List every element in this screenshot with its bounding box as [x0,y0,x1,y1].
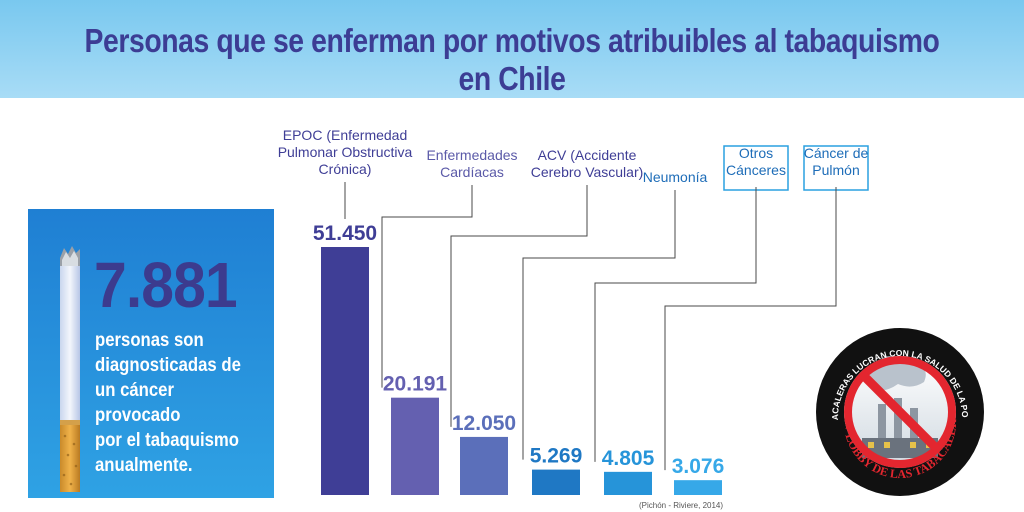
data-label: 20.191 [383,373,448,396]
category-label: Neumonía [643,169,708,185]
connector-line [594,187,757,462]
category-label-box [803,145,869,191]
page-title: Personas que se enferman por motivos atr… [84,22,940,97]
bar [321,247,369,495]
callout-text-line: por el tabaquismo [95,430,240,451]
connector-line [664,187,837,471]
bar [460,436,508,495]
callout-text: personas son diagnosticadas de un cáncer… [95,328,253,478]
data-label: 5.269 [530,445,583,468]
connector-line [522,190,676,460]
data-label: 3.076 [672,455,725,478]
cigarette-icon [60,246,80,492]
category-label: ACV (Accidente Cerebro Vascular) [531,147,644,180]
data-label: 51.450 [313,222,377,245]
connector-line [381,185,473,388]
callout-text-line: anualmente. [95,455,193,476]
callout-text-line: un cáncer provocado [95,380,181,426]
category-label: Enfermedades Cardíacas [426,147,517,180]
bar [532,469,580,495]
connector-line [450,185,588,427]
header-banner [0,0,1024,98]
category-label-box [723,145,789,191]
no-lobby-badge: LAS TABACALERAS LUCRAN CON LA SALUD DE L… [814,326,984,496]
source-citation: (Pichón - Riviere, 2014) [639,501,724,510]
callout-text-line: diagnosticadas de [95,355,241,376]
category-label: Cáncer de Pulmón [804,145,869,178]
category-label: EPOC (Enfermedad Pulmonar Obstructiva Crón… [278,127,413,177]
data-label: 12.050 [452,412,516,435]
category-label: Otros Cánceres [726,145,786,178]
callout-number: 7.881 [94,249,238,321]
callout-text-line: personas son [95,330,204,351]
bar [391,397,439,495]
data-label: 4.805 [602,447,655,470]
bar [674,480,722,495]
bar [604,471,652,495]
